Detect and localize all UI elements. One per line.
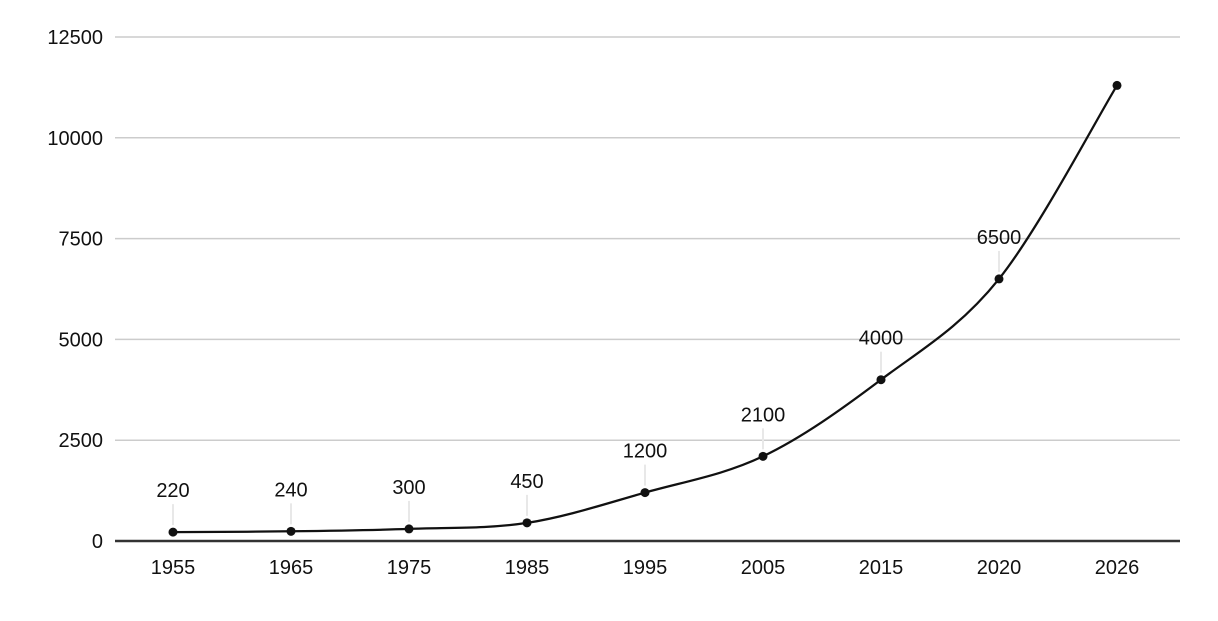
data-point-label: 240 bbox=[274, 479, 307, 501]
y-axis-tick-label: 12500 bbox=[47, 27, 103, 49]
x-axis-tick-label: 1985 bbox=[505, 557, 550, 579]
x-axis-tick-label: 2005 bbox=[741, 557, 786, 579]
data-point bbox=[994, 274, 1004, 284]
data-point bbox=[286, 526, 296, 536]
data-point-label: 220 bbox=[156, 480, 189, 502]
x-axis-tick-label: 1975 bbox=[387, 557, 432, 579]
x-axis-tick-label: 1965 bbox=[269, 557, 314, 579]
data-point-label: 1200 bbox=[623, 441, 668, 463]
data-point-label: 2100 bbox=[741, 404, 786, 426]
data-point bbox=[522, 518, 532, 528]
data-point-label: 300 bbox=[392, 477, 425, 499]
y-axis-tick-label: 7500 bbox=[59, 229, 104, 251]
y-axis-tick-label: 2500 bbox=[59, 430, 104, 452]
x-axis-tick-label: 2026 bbox=[1095, 557, 1140, 579]
x-axis-tick-label: 1995 bbox=[623, 557, 668, 579]
data-point bbox=[876, 375, 886, 385]
data-point bbox=[1112, 80, 1122, 90]
data-point-label: 4000 bbox=[859, 328, 904, 350]
x-axis-tick-label: 1955 bbox=[151, 557, 196, 579]
y-axis-tick-label: 0 bbox=[92, 531, 103, 553]
x-axis-tick-label: 2015 bbox=[859, 557, 904, 579]
data-point bbox=[758, 451, 768, 461]
data-point-label: 6500 bbox=[977, 227, 1022, 249]
y-axis-tick-label: 5000 bbox=[59, 329, 104, 351]
data-point bbox=[640, 488, 650, 498]
data-point bbox=[404, 524, 414, 534]
data-point bbox=[168, 527, 178, 537]
data-point-label: 450 bbox=[510, 471, 543, 493]
x-axis-tick-label: 2020 bbox=[977, 557, 1022, 579]
y-axis-tick-label: 10000 bbox=[47, 128, 103, 150]
